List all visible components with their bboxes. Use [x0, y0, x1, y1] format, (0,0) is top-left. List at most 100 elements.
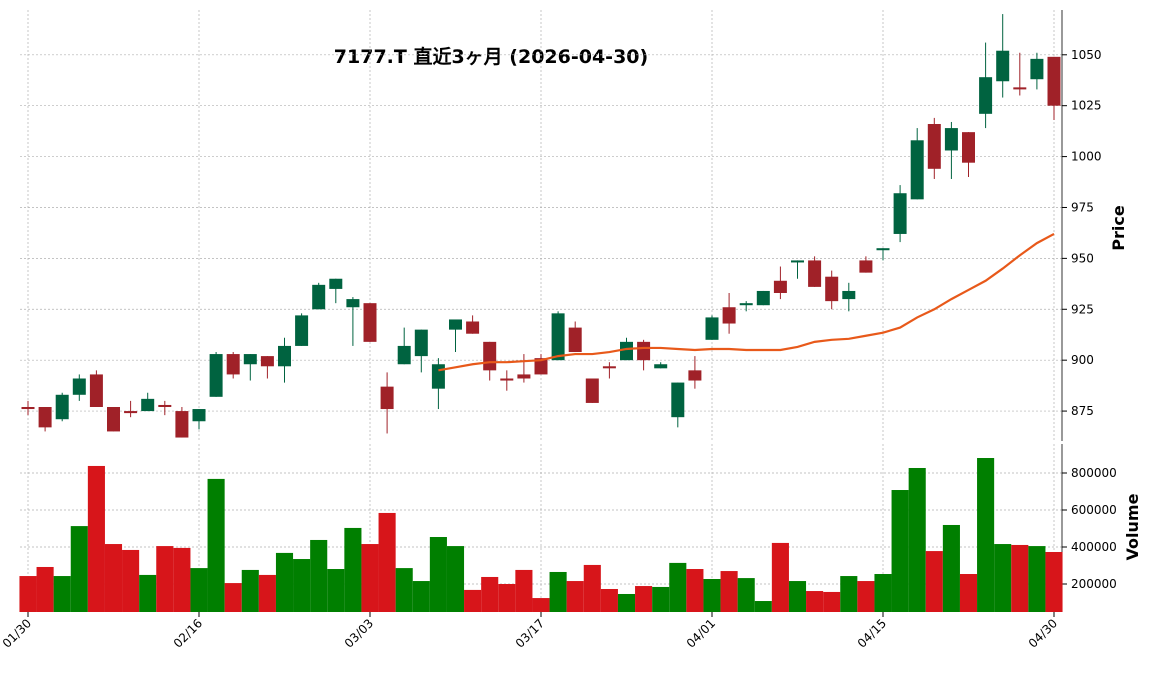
volume-bar: [104, 544, 123, 612]
candle-body: [551, 313, 565, 361]
volume-bar: [1028, 546, 1046, 612]
volume-bar: [275, 552, 294, 612]
candle-body: [226, 354, 240, 375]
volume-bar: [498, 584, 516, 612]
x-tick-label: 04/30: [1026, 616, 1060, 650]
candle-body: [414, 329, 428, 357]
candle-body: [380, 386, 394, 410]
volume-bar: [532, 598, 550, 612]
volume-bar: [122, 549, 140, 612]
candle-body: [1030, 58, 1044, 80]
volume-bar: [566, 581, 584, 612]
volume-bar: [139, 574, 157, 612]
x-tick-label: 04/01: [684, 616, 718, 650]
candle-body: [209, 354, 223, 397]
candle-body: [1047, 56, 1061, 106]
volume-bar: [446, 546, 465, 612]
volume-bar: [395, 568, 413, 612]
candle-body: [260, 356, 274, 367]
volume-bar: [515, 569, 533, 612]
candle-body: [739, 303, 753, 306]
volume-bar: [977, 458, 995, 612]
candle-body: [808, 260, 822, 287]
volume-bar: [737, 578, 755, 612]
volume-bar: [344, 527, 362, 612]
candle-body: [773, 280, 787, 293]
candle-body: [842, 290, 856, 300]
y-tick-label: 900: [1071, 353, 1094, 367]
volume-bar: [412, 581, 430, 612]
volume-bar: [1011, 544, 1029, 612]
volume-bar: [891, 490, 909, 612]
volume-bar: [857, 581, 875, 612]
candle-body: [329, 278, 343, 289]
volume-bar: [583, 564, 601, 612]
x-tick-label: 04/15: [855, 616, 889, 650]
volume-bar: [53, 576, 71, 612]
volume-bar: [788, 581, 807, 612]
volume-bar: [464, 589, 482, 612]
candle-body: [175, 411, 189, 438]
candle-body: [876, 248, 890, 251]
volume-bar: [806, 591, 824, 612]
candle-body: [449, 319, 462, 330]
candle-body: [585, 378, 599, 403]
moving-average-line: [438, 232, 1055, 372]
candle-body: [671, 382, 685, 418]
y-tick-label: 925: [1071, 302, 1094, 316]
volume-bar: [258, 574, 276, 612]
candle-body: [705, 317, 719, 340]
volume-bar: [942, 524, 960, 612]
volume-bar: [327, 569, 345, 612]
x-tick-label: 02/16: [171, 616, 205, 650]
volume-bar: [720, 571, 738, 612]
volume-bar: [173, 547, 191, 612]
volume-bar: [652, 586, 670, 612]
candle-body: [107, 407, 120, 432]
volume-bar: [293, 559, 311, 612]
candle-body: [654, 364, 668, 369]
volume-bar: [617, 593, 636, 612]
candle-body: [910, 140, 924, 200]
volume-bar: [310, 539, 328, 612]
candle-body: [278, 345, 291, 367]
y-tick-label: 950: [1071, 251, 1094, 265]
candle-body: [124, 411, 138, 414]
candle-body: [979, 77, 993, 114]
volume-bar: [600, 588, 618, 612]
volume-bar: [224, 583, 242, 612]
candle-body: [944, 128, 958, 151]
candle-body: [517, 374, 531, 379]
volume-bar: [378, 512, 396, 612]
candle-body: [141, 398, 155, 412]
volume-bar: [703, 579, 721, 612]
chart-title: 7177.T 直近3ヶ月 (2026-04-30): [334, 45, 648, 68]
volume-bar: [771, 542, 789, 612]
volume-bar: [635, 586, 653, 612]
y-tick-label: 800000: [1071, 466, 1117, 480]
candle-body: [500, 378, 514, 381]
candle-body: [158, 404, 172, 408]
candle-body: [483, 341, 497, 371]
candle-body: [243, 354, 257, 365]
y-axis-label: Volume: [1123, 493, 1142, 560]
candle-body: [534, 358, 548, 375]
candle-body: [346, 299, 360, 308]
y-tick-label: 200000: [1071, 577, 1117, 591]
y-tick-label: 975: [1071, 200, 1094, 214]
candle-body: [568, 327, 582, 353]
candle-body: [89, 374, 103, 408]
candle-body: [602, 366, 616, 369]
volume-bar: [207, 478, 225, 612]
candle-body: [893, 193, 907, 234]
volume-bar: [1045, 551, 1063, 612]
candle-body: [791, 260, 804, 263]
y-tick-label: 600000: [1071, 503, 1117, 517]
candle-body: [55, 394, 69, 420]
volume-bar: [36, 566, 54, 612]
y-tick-label: 1050: [1071, 48, 1102, 62]
volume-bar: [840, 576, 858, 612]
volume-bar: [669, 562, 687, 612]
y-axis-label: Price: [1109, 205, 1128, 251]
volume-bar: [754, 601, 772, 612]
